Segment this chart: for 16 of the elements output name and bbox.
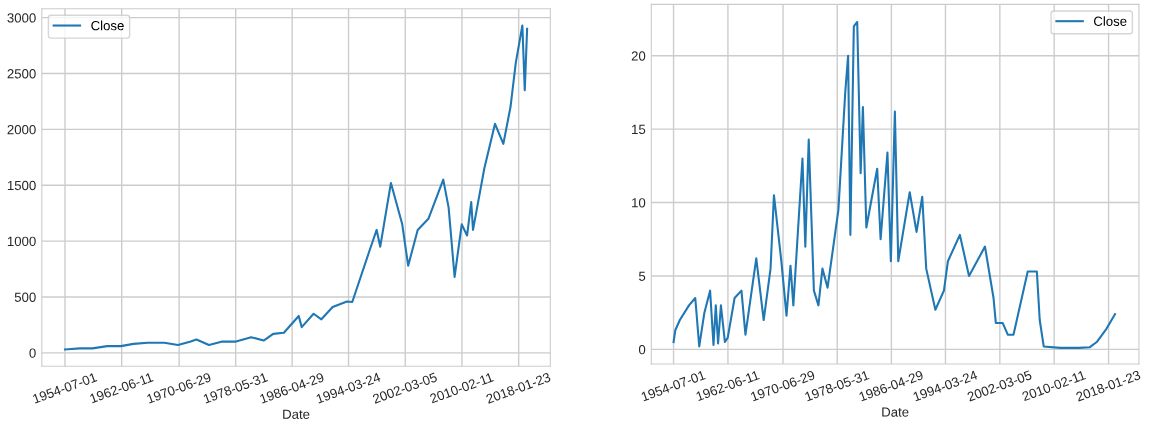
y-tick-label: 1000 (7, 236, 36, 247)
y-tick-label: 3000 (7, 13, 36, 23)
x-axis-title: Date (882, 407, 909, 417)
y-tick-label: 5 (638, 271, 646, 281)
y-tick-label: 2000 (7, 124, 36, 135)
y-tick-label: 10 (632, 198, 646, 208)
y-tick-label: 20 (631, 51, 646, 61)
y-tick-label: 15 (632, 124, 646, 135)
y-tick-label: 1500 (7, 180, 36, 191)
y-tick-label: 500 (14, 292, 36, 302)
y-tick-label: 0 (29, 348, 36, 358)
y-tick-label: 2500 (7, 69, 36, 79)
y-tick-label: 0 (638, 344, 646, 355)
x-axis-title: Date (283, 409, 310, 419)
legend-label: Close (1094, 16, 1127, 26)
legend-label: Close (91, 20, 124, 31)
